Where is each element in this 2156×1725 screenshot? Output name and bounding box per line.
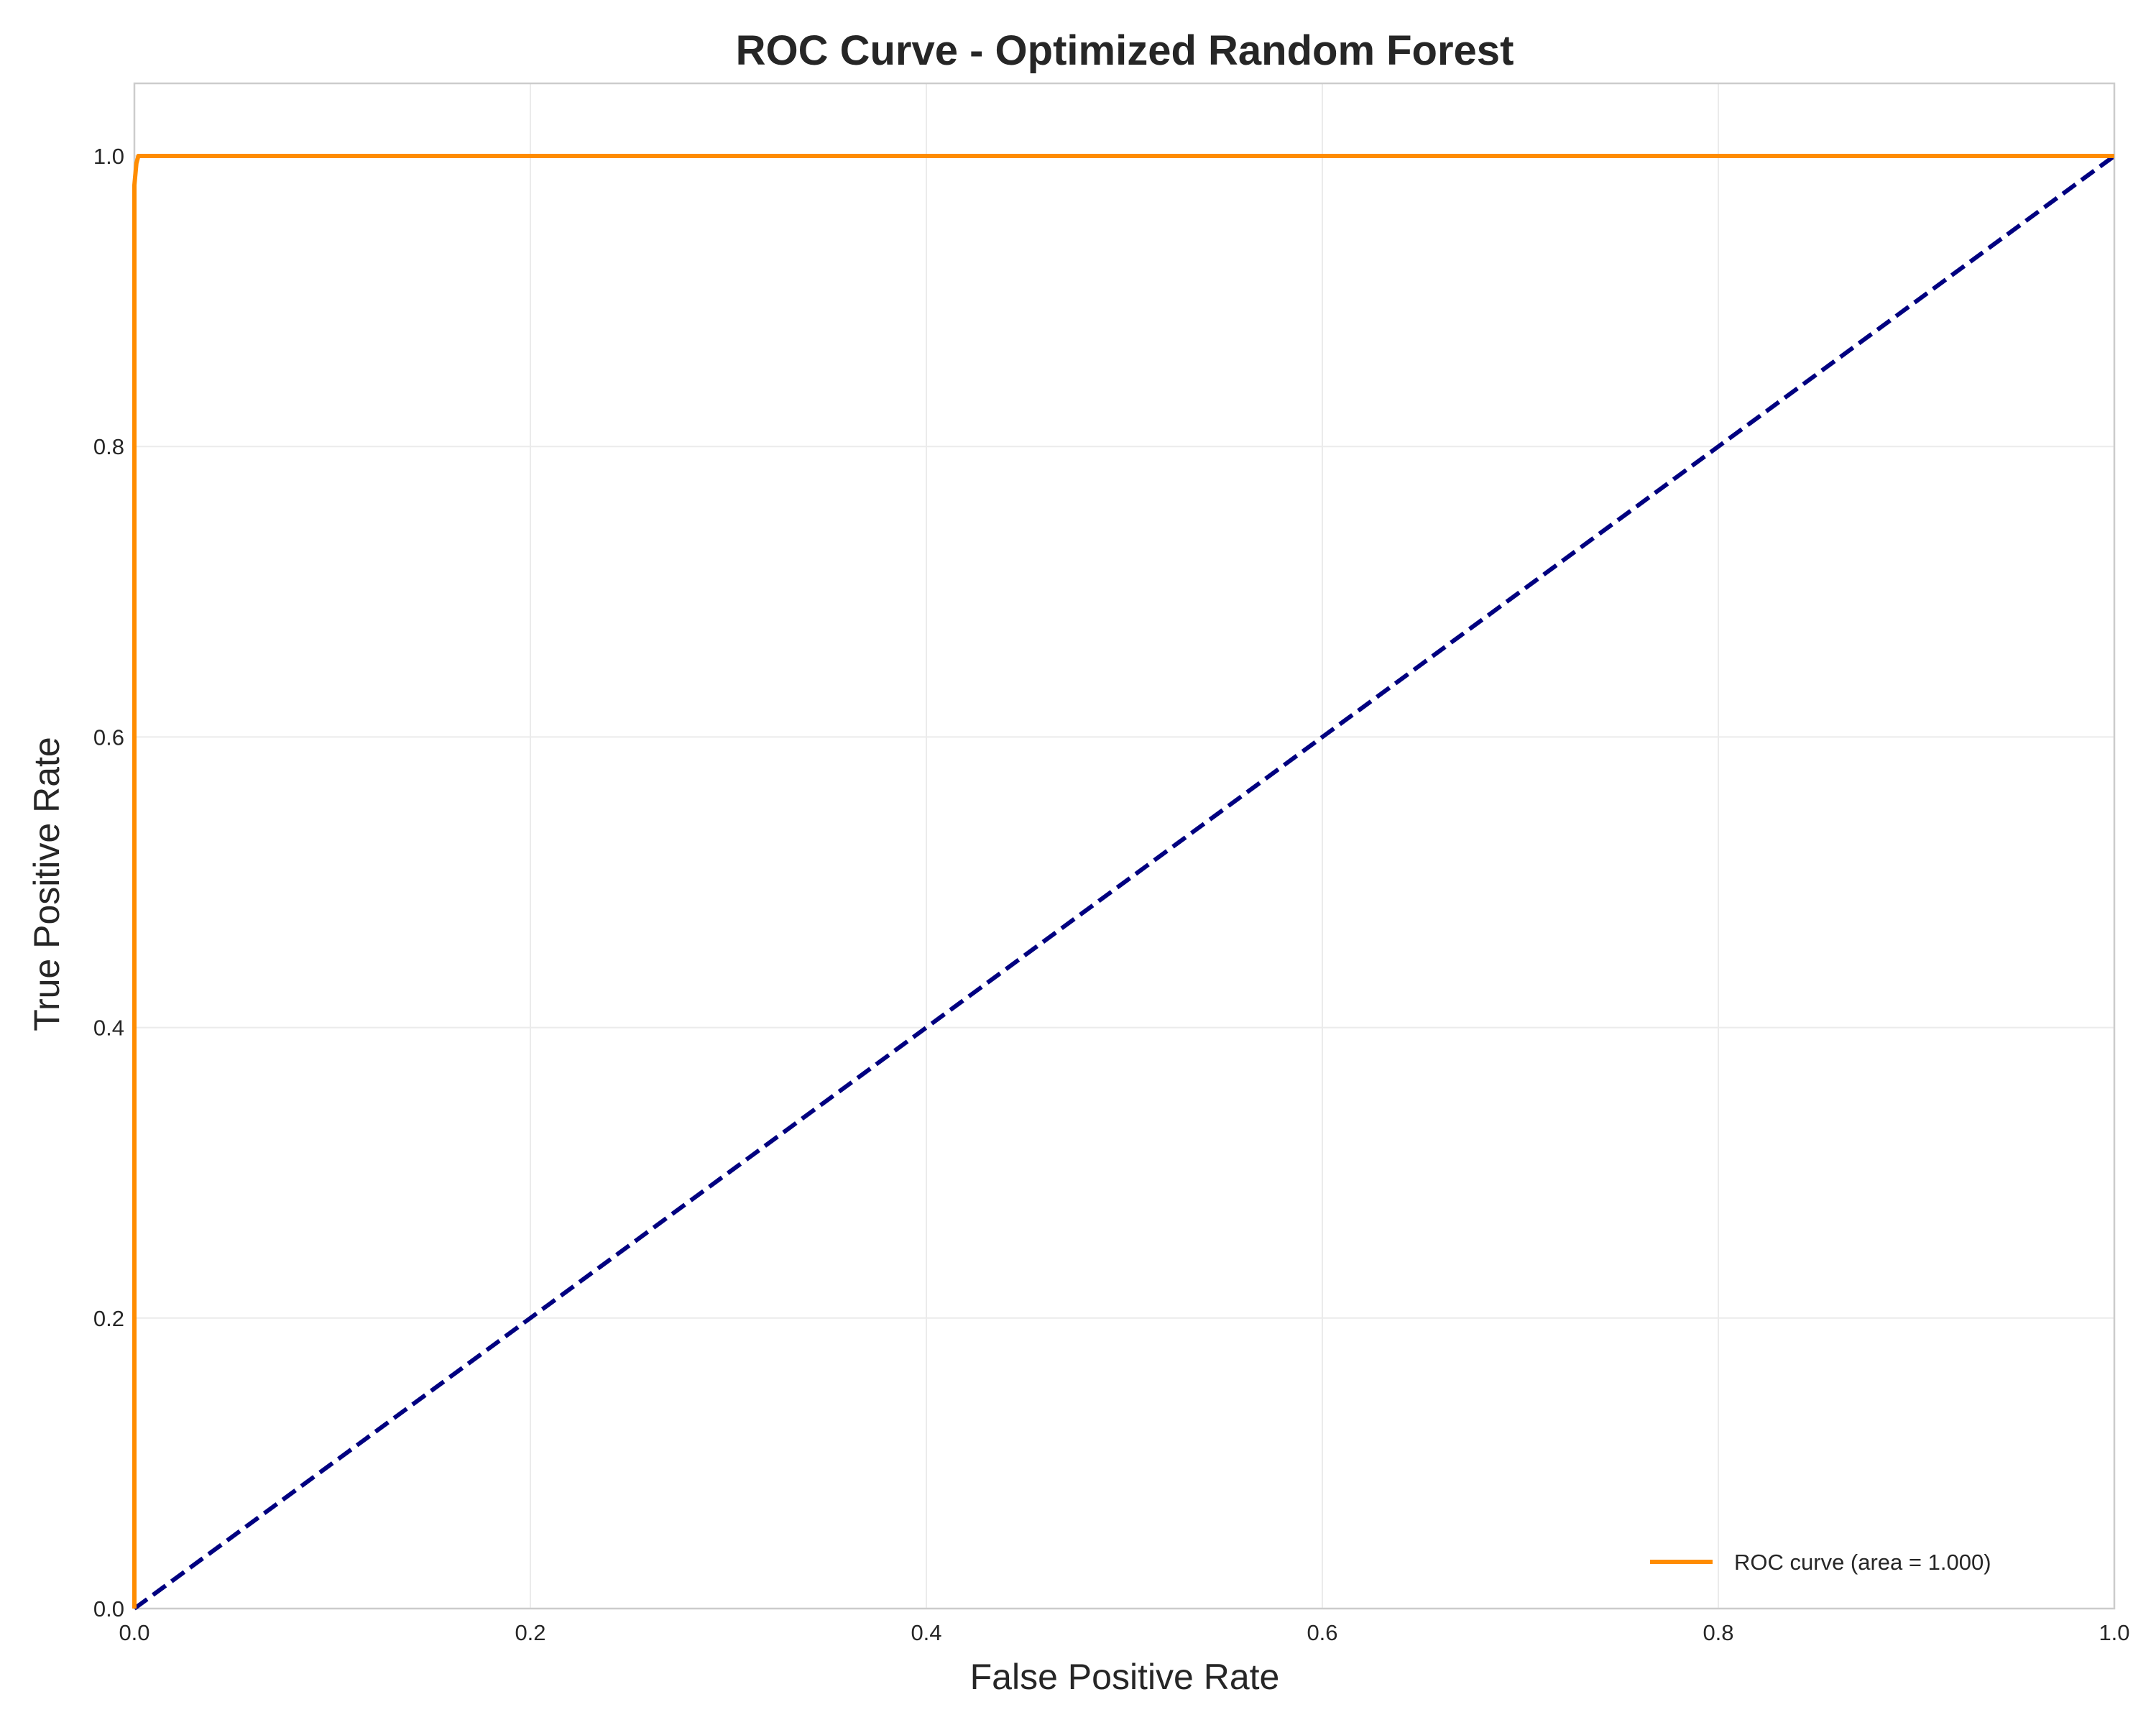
chart-title: ROC Curve - Optimized Random Forest (736, 27, 1514, 74)
random-classifier-line (133, 154, 2116, 1611)
y-tick-label: 1.0 (93, 144, 124, 169)
legend-entry-label: ROC curve (area = 1.000) (1734, 1550, 1991, 1575)
x-tick-label: 0.4 (911, 1620, 941, 1645)
x-tick-label: 0.0 (119, 1620, 149, 1645)
x-tick-label: 0.2 (515, 1620, 545, 1645)
y-tick-label: 0.0 (93, 1596, 124, 1622)
x-tick-label: 0.6 (1307, 1620, 1337, 1645)
y-tick-label: 0.2 (93, 1306, 124, 1331)
tick-labels: 0.0 0.2 0.4 0.6 0.8 1.0 0.0 0.2 0.4 0.6 0.8 1.0 (93, 144, 2130, 1645)
legend: ROC curve (area = 1.000) (1650, 1550, 1991, 1575)
y-tick-label: 0.8 (93, 434, 124, 459)
series-layer (132, 154, 2116, 1611)
y-axis-label: True Positive Rate (27, 737, 67, 1031)
x-axis-label: False Positive Rate (970, 1657, 1280, 1697)
x-tick-label: 1.0 (2099, 1620, 2129, 1645)
x-tick-label: 0.8 (1703, 1620, 1733, 1645)
roc-curve-line (132, 154, 2114, 1609)
y-tick-label: 0.6 (93, 724, 124, 750)
y-tick-label: 0.4 (93, 1016, 124, 1041)
